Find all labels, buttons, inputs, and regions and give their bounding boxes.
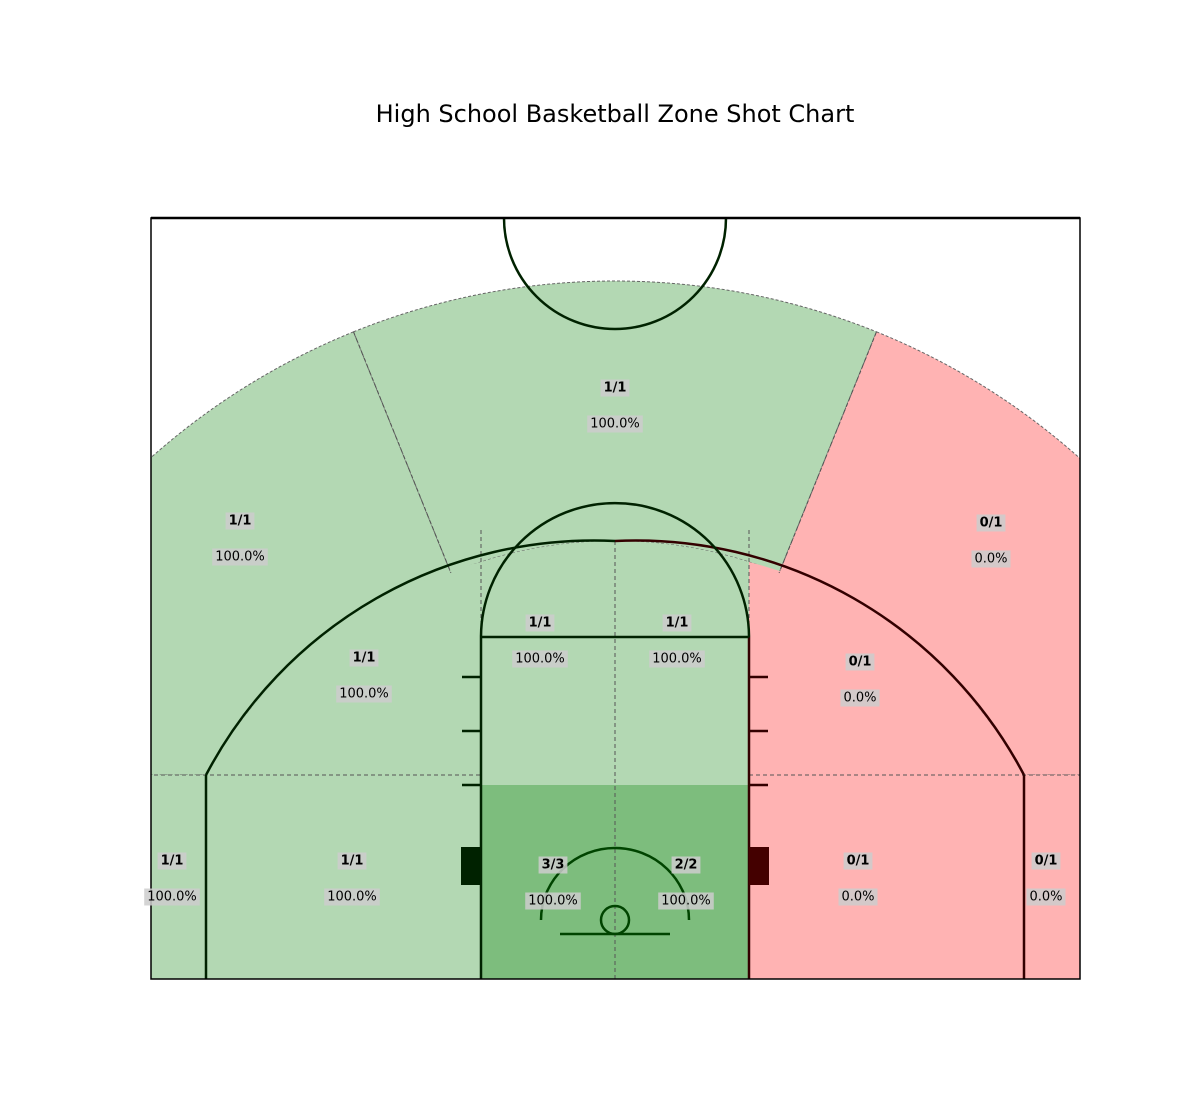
lane-block bbox=[749, 847, 769, 885]
zone-pct-label: 100.0% bbox=[515, 652, 565, 667]
zone-count-label: 3/3 bbox=[542, 858, 565, 873]
label-box bbox=[976, 514, 1006, 532]
label-box bbox=[212, 548, 268, 566]
label-box bbox=[840, 689, 880, 707]
zone-mid-left-wing bbox=[206, 562, 481, 775]
label-box bbox=[512, 650, 568, 668]
zone-mid-right-wing bbox=[749, 562, 1024, 775]
zone-corner-three-left bbox=[151, 775, 206, 979]
label-box bbox=[349, 649, 379, 667]
label-box bbox=[838, 888, 878, 906]
label-box bbox=[1031, 852, 1061, 870]
divider-line bbox=[353, 331, 452, 574]
zone-paint-right bbox=[615, 785, 749, 979]
label-box bbox=[538, 856, 568, 874]
label-box bbox=[587, 415, 643, 433]
zone-count-label: 1/1 bbox=[353, 651, 376, 666]
zone-label: 1/1 100.0% bbox=[324, 852, 380, 906]
zone-label: 0/1 0.0% bbox=[838, 852, 878, 906]
zone-count-label: 1/1 bbox=[341, 854, 364, 869]
zone-baseline-mid-left bbox=[206, 775, 481, 979]
zone-pct-label: 100.0% bbox=[147, 890, 197, 905]
zone-label: 1/1 100.0% bbox=[512, 614, 568, 668]
zone-label: 0/1 0.0% bbox=[1026, 852, 1066, 906]
zone-pct-label: 100.0% bbox=[528, 894, 578, 909]
zone-label: 2/2 100.0% bbox=[658, 856, 714, 910]
zone-pct-label: 0.0% bbox=[1029, 890, 1062, 905]
center-circle bbox=[502, 218, 728, 331]
zone-paint-left bbox=[481, 785, 615, 979]
restricted-area-arc bbox=[539, 846, 691, 921]
zone-count-label: 0/1 bbox=[980, 516, 1003, 531]
three-point-arc bbox=[614, 539, 1026, 776]
divider-line bbox=[778, 331, 877, 574]
label-box bbox=[649, 650, 705, 668]
zone-count-label: 0/1 bbox=[847, 854, 870, 869]
zone-label: 0/1 0.0% bbox=[840, 653, 880, 707]
label-box bbox=[662, 614, 692, 632]
zone-count-label: 0/1 bbox=[849, 655, 872, 670]
zone-pct-label: 100.0% bbox=[590, 417, 640, 432]
label-box bbox=[845, 653, 875, 671]
zone-corner-three-right bbox=[1024, 775, 1080, 979]
zone-label: 3/3 100.0% bbox=[525, 856, 581, 910]
zone-count-label: 0/1 bbox=[1035, 854, 1058, 869]
court-lines bbox=[151, 218, 1080, 979]
label-box bbox=[157, 852, 187, 870]
zone-count-label: 1/1 bbox=[161, 854, 184, 869]
zone-label: 1/1 100.0% bbox=[144, 852, 200, 906]
zone-label: 0/1 0.0% bbox=[971, 514, 1011, 568]
zone-label: 1/1 100.0% bbox=[649, 614, 705, 668]
label-box bbox=[225, 512, 255, 530]
label-box bbox=[971, 550, 1011, 568]
label-box bbox=[671, 856, 701, 874]
lane-block bbox=[461, 847, 481, 885]
label-box bbox=[843, 852, 873, 870]
zone-label: 1/1 100.0% bbox=[212, 512, 268, 566]
zones-layer bbox=[151, 280, 1080, 979]
zone-count-label: 2/2 bbox=[675, 858, 698, 873]
zone-count-label: 1/1 bbox=[529, 616, 552, 631]
chart-title: High School Basketball Zone Shot Chart bbox=[375, 100, 855, 128]
three-point-arc bbox=[204, 539, 616, 776]
zone-labels: 1/1 100.0% 1/1 100.0% 0/1 0.0% 1/1 100.0% 1/1 100… bbox=[144, 216, 1081, 980]
zone-baseline-mid-right bbox=[749, 775, 1024, 979]
zone-count-label: 1/1 bbox=[666, 616, 689, 631]
zone-pct-label: 0.0% bbox=[841, 890, 874, 905]
label-box bbox=[336, 685, 392, 703]
free-throw-circle bbox=[479, 501, 751, 638]
zone-pct-label: 100.0% bbox=[661, 894, 711, 909]
label-box bbox=[324, 888, 380, 906]
zone-pct-label: 0.0% bbox=[843, 691, 876, 706]
zone-pct-label: 100.0% bbox=[327, 890, 377, 905]
zone-pct-label: 100.0% bbox=[215, 550, 265, 565]
zone-label: 1/1 100.0% bbox=[336, 649, 392, 703]
label-box bbox=[337, 852, 367, 870]
zone-count-label: 1/1 bbox=[604, 381, 627, 396]
zone-pct-label: 100.0% bbox=[652, 652, 702, 667]
zone-count-label: 1/1 bbox=[229, 514, 252, 529]
zone-label: 1/1 100.0% bbox=[587, 379, 643, 433]
label-box bbox=[525, 892, 581, 910]
label-box bbox=[525, 614, 555, 632]
label-box bbox=[658, 892, 714, 910]
label-box bbox=[1026, 888, 1066, 906]
label-box bbox=[600, 379, 630, 397]
rim bbox=[599, 904, 631, 936]
label-box bbox=[144, 888, 200, 906]
zone-pct-label: 0.0% bbox=[974, 552, 1007, 567]
zone-pct-label: 100.0% bbox=[339, 687, 389, 702]
